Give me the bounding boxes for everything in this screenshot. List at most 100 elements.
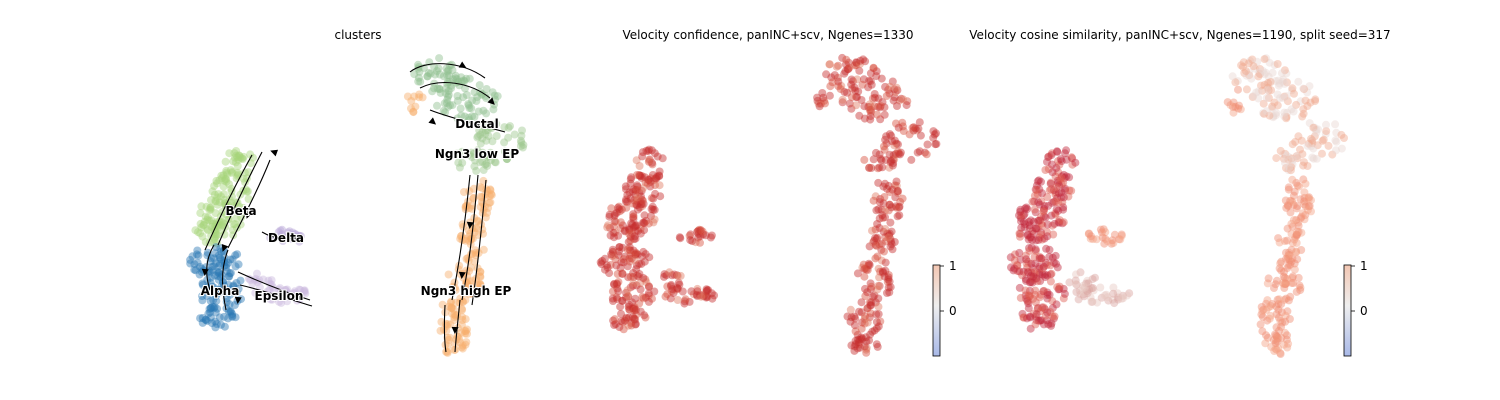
- data-point: [193, 246, 202, 255]
- data-point: [1048, 253, 1057, 262]
- data-point: [1032, 316, 1041, 325]
- data-point: [264, 276, 273, 285]
- data-point: [1303, 206, 1312, 214]
- data-point: [1322, 120, 1330, 129]
- data-point: [461, 340, 470, 349]
- data-point: [1096, 283, 1105, 292]
- data-point: [1031, 286, 1040, 295]
- data-point: [191, 226, 200, 235]
- data-point: [1037, 197, 1046, 206]
- data-point: [612, 261, 621, 270]
- data-point: [1311, 95, 1320, 104]
- data-point: [1023, 231, 1032, 240]
- data-point: [638, 196, 647, 205]
- data-point: [461, 327, 470, 336]
- data-point: [1089, 286, 1098, 295]
- data-point: [636, 224, 645, 233]
- data-point: [633, 250, 642, 259]
- data-point: [220, 253, 229, 262]
- data-point: [467, 153, 476, 161]
- data-point: [871, 234, 880, 243]
- data-point: [1040, 202, 1049, 210]
- data-point: [448, 309, 457, 318]
- data-point: [1274, 334, 1283, 343]
- data-point: [459, 297, 468, 306]
- data-point: [1042, 244, 1051, 253]
- data-point: [638, 152, 647, 161]
- data-point: [650, 287, 659, 296]
- data-point: [1036, 216, 1044, 225]
- data-point: [890, 155, 899, 164]
- data-point: [626, 283, 635, 292]
- data-point: [1282, 164, 1290, 172]
- data-point: [492, 132, 501, 140]
- data-point: [224, 272, 233, 281]
- data-point: [1020, 210, 1029, 218]
- data-point: [1022, 294, 1031, 303]
- data-point: [1059, 284, 1068, 293]
- data-point: [476, 158, 485, 167]
- data-point: [668, 271, 676, 280]
- data-point: [847, 80, 856, 89]
- data-point: [1115, 235, 1124, 244]
- data-point: [1067, 186, 1076, 195]
- data-point: [446, 320, 455, 329]
- data-point: [1016, 207, 1025, 216]
- data-point: [433, 67, 441, 75]
- data-point: [633, 171, 641, 179]
- data-point: [613, 284, 622, 293]
- data-point: [629, 213, 638, 222]
- data-point: [1031, 298, 1040, 307]
- data-point: [622, 288, 630, 297]
- data-point: [1289, 279, 1298, 287]
- data-point: [1043, 220, 1052, 229]
- data-point: [1242, 85, 1251, 94]
- data-point: [610, 211, 619, 220]
- data-point: [1275, 238, 1284, 247]
- data-point: [288, 228, 297, 237]
- data-point: [864, 83, 873, 92]
- data-point: [463, 272, 472, 281]
- data-point: [651, 181, 660, 190]
- data-point: [476, 183, 484, 191]
- data-point: [710, 291, 719, 300]
- data-point: [1265, 58, 1274, 67]
- data-point: [1053, 147, 1061, 156]
- data-point: [883, 289, 891, 297]
- data-point: [1074, 295, 1083, 304]
- data-point: [1035, 264, 1044, 273]
- data-point: [1297, 228, 1306, 237]
- data-point: [1046, 308, 1055, 316]
- data-point: [1275, 79, 1284, 88]
- data-point: [629, 215, 638, 223]
- data-point: [686, 230, 695, 239]
- data-point: [857, 308, 866, 317]
- panel-title-clusters: clusters: [334, 28, 381, 42]
- stream-arrow: [293, 235, 302, 243]
- data-point: [642, 278, 651, 287]
- data-point: [1037, 254, 1046, 263]
- colorbar-tick-label: 0: [1360, 304, 1368, 318]
- data-point: [186, 255, 195, 264]
- data-point: [866, 115, 875, 124]
- data-point: [827, 73, 836, 82]
- data-point: [1282, 151, 1291, 160]
- data-point: [231, 158, 240, 167]
- data-point: [1312, 125, 1321, 134]
- data-point: [651, 189, 660, 198]
- data-point: [644, 147, 653, 156]
- data-point: [615, 205, 624, 214]
- data-point: [897, 94, 906, 103]
- data-point: [879, 182, 888, 191]
- data-point: [1044, 201, 1053, 210]
- data-point: [830, 71, 839, 80]
- data-point: [1287, 163, 1296, 172]
- data-point: [1053, 263, 1062, 272]
- data-point: [655, 181, 664, 190]
- data-point: [853, 269, 862, 278]
- data-point: [226, 255, 235, 264]
- data-point: [862, 343, 871, 352]
- data-point: [1277, 257, 1286, 266]
- data-point: [478, 157, 487, 166]
- data-point: [631, 221, 640, 230]
